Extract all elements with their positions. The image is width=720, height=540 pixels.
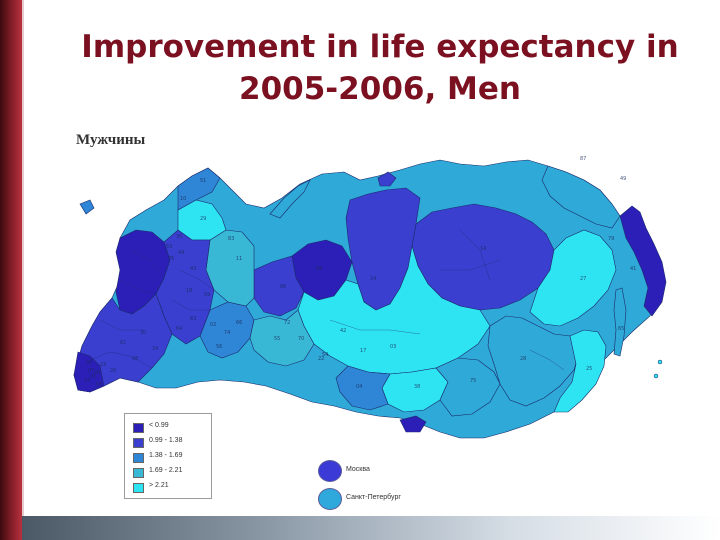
region-code-label: 26 xyxy=(110,368,116,374)
region-code-label: 17 xyxy=(360,348,366,354)
region-code-label: 28 xyxy=(520,356,526,362)
map-region-khabarovsk xyxy=(529,229,617,327)
region-code-label: 18 xyxy=(186,288,192,294)
region-code-label: 15 xyxy=(84,378,90,384)
map-region-east-peninsula xyxy=(619,205,667,317)
region-code-label: 75 xyxy=(470,378,476,384)
legend-swatch xyxy=(133,438,144,448)
title-line-2: 2005-2006, Men xyxy=(239,71,521,107)
title-line-1: Improvement in life expectancy in xyxy=(81,29,679,65)
region-code-label: 64 xyxy=(176,326,182,332)
region-code-label: 53 xyxy=(166,244,172,250)
region-code-label: 25 xyxy=(586,366,592,372)
map-region-south-siberia xyxy=(297,245,491,375)
region-code-label: 83 xyxy=(228,236,234,242)
map-region-kola xyxy=(177,167,221,211)
region-code-label: 54 xyxy=(322,352,328,358)
map-region-buryatia xyxy=(335,365,391,411)
legend-swatch xyxy=(133,483,144,493)
region-code-label: 23 xyxy=(100,362,106,368)
region-code-label: 11 xyxy=(236,256,242,262)
region-code-label: 65 xyxy=(618,326,624,332)
map-region-sakhalin xyxy=(613,287,627,357)
slide-title: Improvement in life expectancy in 2005-2… xyxy=(40,26,720,110)
russia-regions-map: 49 41 87 14 27 28 25 75 03 38 24 17 04 22 42 54 70 55 72 86… xyxy=(73,156,667,439)
region-code-label: 72 xyxy=(284,320,290,326)
region-code-label: 04 xyxy=(356,384,362,390)
map-region-volga xyxy=(155,229,215,345)
region-code-label: 63 xyxy=(190,316,196,322)
map-region-tyumen xyxy=(249,309,315,367)
region-code-label: 42 xyxy=(340,328,346,334)
region-code-label: 59 xyxy=(204,292,210,298)
map-region-khanty xyxy=(253,255,305,317)
region-code-label: 22 xyxy=(318,356,324,362)
map-region-severnaya-zemlya xyxy=(377,171,397,187)
region-code-label: 70 xyxy=(298,336,304,342)
region-code-label: 49 xyxy=(620,176,626,182)
map-region-caucasus xyxy=(73,351,105,393)
region-code-label: 29 xyxy=(200,216,206,222)
map-region-kurils xyxy=(653,373,659,379)
map-region-primorye xyxy=(553,329,607,413)
region-code-label: 87 xyxy=(580,156,586,162)
map-region-amur xyxy=(487,315,581,407)
region-code-label: 89 xyxy=(316,266,322,272)
map-legend: < 0.99 0.99 - 1.38 1.38 - 1.69 1.69 - 2.21 >… xyxy=(124,413,212,499)
region-code-label: 34 xyxy=(152,346,158,352)
region-code-label: 20 xyxy=(94,370,100,376)
slide-footer-bar xyxy=(22,516,720,540)
region-code-label: 07 xyxy=(88,368,94,374)
region-code-label: 30 xyxy=(140,330,146,336)
map-region-novaya-zemlya xyxy=(269,179,311,219)
map-lake-baikal xyxy=(399,415,427,433)
map-region-code-labels: 49 41 87 14 27 28 25 75 03 38 24 17 04 22 42 54 70 55 72 86… xyxy=(84,156,636,390)
region-code-label: 44 xyxy=(178,250,184,256)
region-code-label: 06 xyxy=(86,360,92,366)
region-code-label: 10 xyxy=(180,196,186,202)
city-spb-dot xyxy=(318,488,342,510)
region-code-label: 02 xyxy=(210,322,216,328)
map-region-borders xyxy=(89,229,565,371)
region-code-label: 14 xyxy=(480,246,486,252)
region-code-label: 61 xyxy=(120,340,126,346)
region-code-label: 08 xyxy=(132,356,138,362)
region-code-label: 38 xyxy=(414,384,420,390)
region-code-label: 27 xyxy=(580,276,586,282)
map-region-kurils xyxy=(657,359,663,365)
legend-swatch xyxy=(133,468,144,478)
map-region-chita xyxy=(435,357,501,417)
legend-swatch xyxy=(133,453,144,463)
city-moscow-dot xyxy=(318,460,342,482)
map-subtitle: Мужчины xyxy=(76,132,146,148)
region-code-label: 86 xyxy=(280,284,286,290)
region-code-label: 79 xyxy=(608,236,614,242)
map-region-chukotka xyxy=(541,165,621,229)
city-moscow-label: Москва xyxy=(346,466,370,473)
legend-label: 1.69 - 2.21 xyxy=(149,467,183,474)
region-code-label: 76 xyxy=(168,256,174,262)
region-code-label: 55 xyxy=(274,336,280,342)
sidebar-divider xyxy=(22,0,24,540)
region-code-label: 41 xyxy=(630,266,636,272)
region-code-label: 03 xyxy=(390,344,396,350)
region-code-label: 51 xyxy=(200,178,206,184)
slide-sidebar-stripe xyxy=(0,0,22,540)
legend-label: > 2.21 xyxy=(149,482,169,489)
region-code-label: 01 xyxy=(90,374,96,380)
region-code-label: 05 xyxy=(96,382,102,388)
city-spb-label: Санкт-Петербург xyxy=(346,494,401,501)
legend-label: < 0.99 xyxy=(149,422,169,429)
region-code-label: 66 xyxy=(236,320,242,326)
region-code-label: 35 xyxy=(176,234,182,240)
region-code-label: 43 xyxy=(190,266,196,272)
region-code-label: 24 xyxy=(370,276,376,282)
legend-label: 0.99 - 1.38 xyxy=(149,437,183,444)
region-code-label: 56 xyxy=(216,344,222,350)
legend-label: 1.38 - 1.69 xyxy=(149,452,183,459)
map-region-kaliningrad xyxy=(79,199,95,215)
legend-swatch xyxy=(133,423,144,433)
region-code-label: 74 xyxy=(224,330,230,336)
